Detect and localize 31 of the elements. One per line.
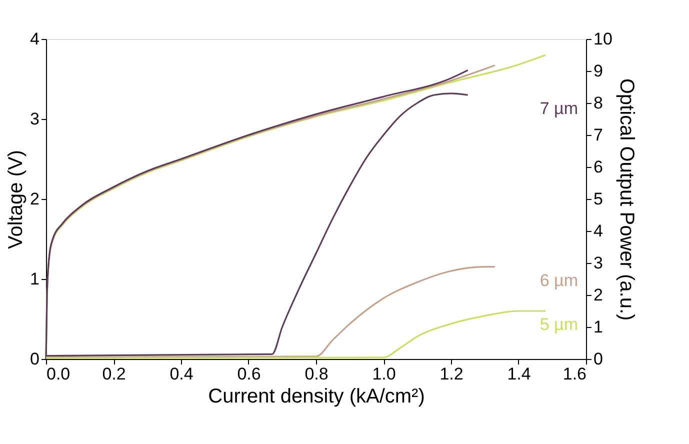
y2-tick-label: 7 xyxy=(594,126,603,144)
y2-tick-label: 1 xyxy=(594,318,603,336)
y-tick-label: 1 xyxy=(30,270,40,288)
y-tick-label: 4 xyxy=(30,30,40,48)
x-tick-label: 1.4 xyxy=(507,364,531,384)
y-tick-label: 0 xyxy=(30,350,40,368)
y2-tick-label: 4 xyxy=(594,222,603,240)
y2-tick-label: 5 xyxy=(594,190,603,208)
y2-tick-label: 2 xyxy=(594,286,603,304)
x-axis-title: Current density (kA/cm²) xyxy=(208,386,425,408)
x-tick-label: 1.2 xyxy=(440,364,464,384)
y-tick-label: 3 xyxy=(30,110,40,128)
x-tick-label: 1.0 xyxy=(372,364,396,384)
x-tick-label: 0.6 xyxy=(237,364,261,384)
text: 6 µm xyxy=(540,270,578,290)
y2-tick-label: 8 xyxy=(594,94,603,112)
y2-tick-label: 6 xyxy=(594,158,603,176)
y2-tick-label: 9 xyxy=(594,62,603,80)
x-tick-label: 0.2 xyxy=(102,364,126,384)
x-tick-label: 0.4 xyxy=(170,364,194,384)
x-tick-label: 1.6 xyxy=(562,364,586,384)
y2-tick-label: 3 xyxy=(594,254,603,272)
series-label: 5 µm xyxy=(540,315,578,334)
y2-tick-label: 0 xyxy=(594,350,603,368)
x-tick-label: 0.0 xyxy=(46,364,70,384)
y2-tick-label: 10 xyxy=(594,30,612,48)
y-axis-title: Voltage (V) xyxy=(5,150,28,249)
text: 7 µm xyxy=(540,99,578,118)
y-tick-label: 2 xyxy=(30,190,40,208)
y2-axis-title: Optical Output Power (a.u.) xyxy=(615,78,638,321)
x-tick-label: 0.8 xyxy=(304,364,328,384)
